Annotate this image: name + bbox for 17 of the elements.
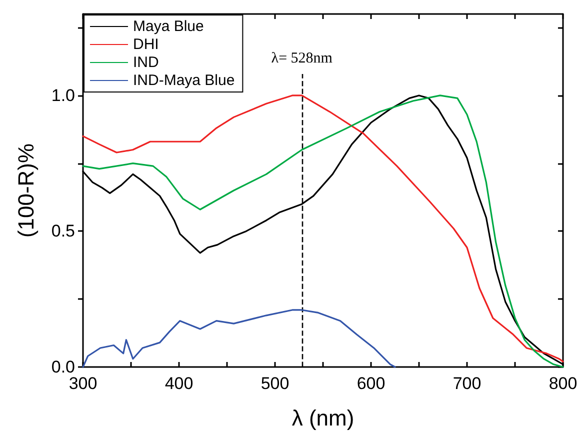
- y-axis-title: (100-R)%: [14, 143, 38, 238]
- ref-line-label: λ= 528nm: [271, 50, 333, 67]
- x-tick-label: 600: [356, 374, 386, 393]
- legend-label: DHI: [133, 36, 159, 53]
- y-tick-label: 0.0: [51, 358, 75, 376]
- y-tick-label: 1.0: [51, 86, 75, 105]
- x-axis-title: λ (nm): [292, 406, 354, 430]
- legend-label: IND: [133, 54, 159, 71]
- legend-label: IND-Maya Blue: [133, 72, 235, 89]
- x-tick-label: 300: [68, 374, 98, 393]
- x-tick-label: 700: [452, 374, 482, 393]
- y-tick-label: 0.5: [51, 222, 75, 241]
- x-tick-label: 500: [260, 374, 290, 393]
- line-series: [82, 309, 396, 368]
- x-tick-label: 800: [548, 374, 578, 393]
- legend-label: Maya Blue: [133, 18, 204, 35]
- x-tick-label: 400: [164, 374, 194, 393]
